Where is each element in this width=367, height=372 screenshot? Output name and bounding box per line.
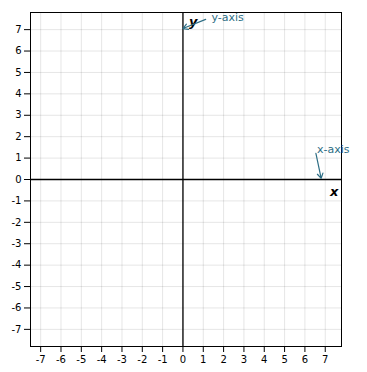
- svg-text:1: 1: [200, 354, 206, 365]
- svg-text:7: 7: [15, 24, 21, 35]
- svg-text:6: 6: [15, 45, 21, 56]
- svg-text:6: 6: [302, 354, 308, 365]
- svg-text:x-axis: x-axis: [317, 143, 350, 156]
- svg-text:0: 0: [180, 354, 186, 365]
- svg-text:3: 3: [15, 109, 21, 120]
- svg-text:-7: -7: [12, 324, 22, 335]
- svg-text:-5: -5: [76, 354, 86, 365]
- svg-text:x: x: [329, 184, 339, 199]
- svg-text:y-axis: y-axis: [211, 11, 244, 24]
- svg-text:1: 1: [15, 152, 21, 163]
- svg-text:-7: -7: [36, 354, 46, 365]
- svg-text:-4: -4: [97, 354, 107, 365]
- svg-text:-1: -1: [12, 195, 22, 206]
- svg-text:-6: -6: [12, 302, 22, 313]
- svg-text:2: 2: [15, 131, 21, 142]
- svg-text:-5: -5: [12, 281, 22, 292]
- svg-text:-2: -2: [137, 354, 147, 365]
- svg-text:-1: -1: [158, 354, 168, 365]
- svg-text:3: 3: [241, 354, 247, 365]
- svg-text:4: 4: [261, 354, 267, 365]
- svg-text:-2: -2: [12, 217, 22, 228]
- svg-text:5: 5: [281, 354, 287, 365]
- svg-text:7: 7: [322, 354, 328, 365]
- svg-text:5: 5: [15, 67, 21, 78]
- svg-text:-3: -3: [12, 238, 22, 249]
- svg-text:4: 4: [15, 88, 21, 99]
- svg-text:0: 0: [15, 174, 21, 185]
- svg-text:y: y: [189, 14, 198, 29]
- svg-text:2: 2: [220, 354, 226, 365]
- svg-text:-6: -6: [56, 354, 66, 365]
- svg-text:-3: -3: [117, 354, 127, 365]
- svg-text:-4: -4: [12, 259, 22, 270]
